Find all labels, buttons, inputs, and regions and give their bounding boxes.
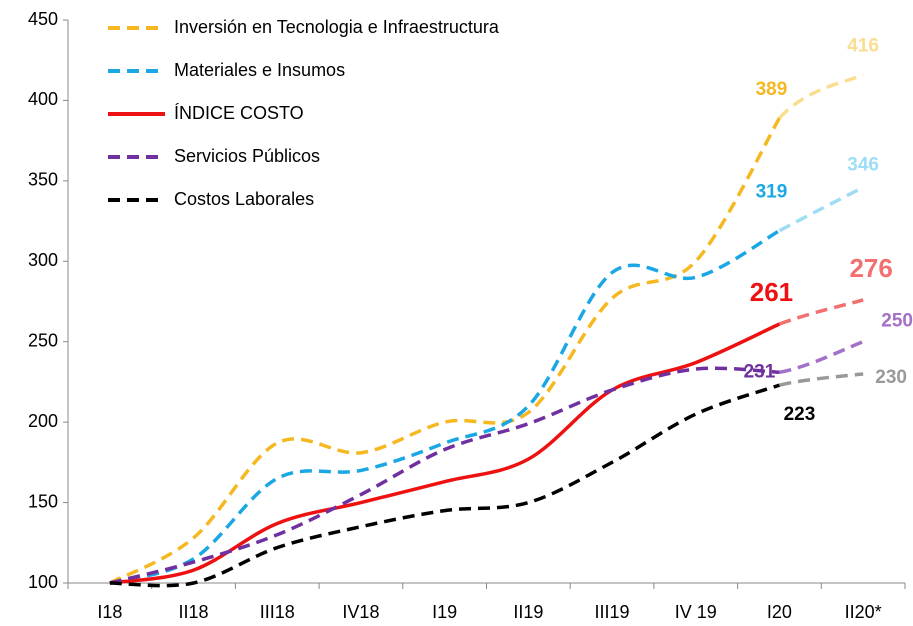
y-tick-label: 450: [28, 9, 58, 29]
data-label: 416: [847, 36, 879, 57]
x-tick-label: IV 19: [675, 602, 717, 622]
legend-label: Costos Laborales: [174, 189, 314, 209]
x-tick-label: II19: [513, 602, 543, 622]
x-tick-label: IV18: [342, 602, 379, 622]
x-tick-label: I18: [97, 602, 122, 622]
x-tick-label: II20*: [845, 602, 882, 622]
data-label: 389: [756, 79, 788, 100]
x-tick-label: I20: [767, 602, 792, 622]
data-label: 319: [756, 182, 788, 203]
y-tick-label: 150: [28, 491, 58, 511]
y-tick-label: 400: [28, 89, 58, 109]
x-tick-label: II18: [179, 602, 209, 622]
projection-line: [778, 185, 864, 233]
data-label: 230: [875, 367, 907, 388]
data-label: 276: [849, 253, 892, 283]
data-label: 346: [847, 154, 879, 175]
data-label: 231: [744, 361, 776, 382]
y-tick-label: 250: [28, 330, 58, 350]
series-line: [109, 117, 781, 585]
series-line: [109, 322, 781, 585]
projection-line: [779, 372, 864, 387]
legend-label: Servicios Públicos: [174, 146, 320, 166]
legend-label: Materiales e Insumos: [174, 60, 345, 80]
series-line: [109, 383, 781, 588]
projection-line: [778, 298, 864, 326]
data-label: 250: [881, 311, 913, 332]
projection-line: [778, 73, 864, 120]
series-line: [109, 366, 780, 585]
y-tick-label: 350: [28, 170, 58, 190]
data-label: 223: [784, 404, 816, 425]
data-label: 261: [750, 277, 793, 307]
y-tick-label: 200: [28, 411, 58, 431]
series-line: [109, 229, 781, 585]
x-tick-label: III19: [595, 602, 630, 622]
x-tick-label: III18: [260, 602, 295, 622]
x-tick-label: I19: [432, 602, 457, 622]
legend-label: ÍNDICE COSTO: [174, 103, 304, 123]
y-tick-label: 300: [28, 250, 58, 270]
legend-label: Inversión en Tecnologia e Infraestructur…: [174, 17, 500, 37]
projection-line: [779, 340, 864, 375]
y-tick-label: 100: [28, 572, 58, 592]
